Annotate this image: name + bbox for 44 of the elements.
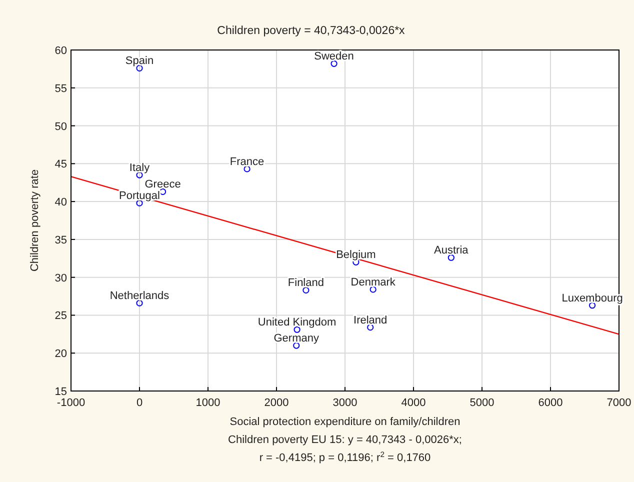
annotation: Italy — [129, 162, 150, 174]
text: r = -0,4195; p = 0,1196; r$^{2}$ = 0,1760 — [259, 450, 431, 464]
annotation: Ireland — [354, 314, 388, 326]
y-tick-label: 45 — [54, 158, 67, 171]
annotation: Greece — [144, 178, 181, 191]
point — [448, 254, 454, 261]
annotation: Sweden — [314, 50, 354, 63]
x-tick-label: 6000 — [538, 397, 563, 409]
text: Children poverty EU 15: y = 40,7343 - 0,0026*x; — [228, 434, 462, 446]
y-tick-label: 30 — [54, 272, 67, 284]
x-tick-label: 7000 — [606, 397, 632, 409]
y-axis-title: Children poverty rate — [29, 169, 41, 272]
annotation: Austria — [434, 244, 470, 257]
point — [159, 188, 166, 196]
point — [330, 60, 338, 67]
x-tick-label: 0 — [136, 397, 143, 409]
x-tick-label: 4000 — [401, 397, 426, 409]
x-axis-title: Social protection expenditure on family/children — [230, 416, 460, 428]
x-tick-label: 1000 — [196, 397, 220, 409]
y-tick-label: 50 — [54, 120, 67, 133]
annotation: Finland — [288, 277, 324, 290]
annotation: Germany — [274, 332, 320, 345]
annotation: United Kingdom — [258, 316, 336, 329]
y-tick-label: 40 — [54, 196, 67, 209]
y-tick-label: 35 — [54, 234, 67, 246]
annotation: France — [230, 156, 264, 168]
y-tick-label: 25 — [54, 310, 67, 322]
annotation: Spain — [125, 55, 154, 68]
point — [136, 300, 143, 306]
point — [370, 286, 376, 293]
x-tick-label: -1000 — [56, 397, 86, 409]
y-tick-label: 15 — [54, 386, 67, 398]
x-tick-label: 5000 — [470, 397, 494, 409]
annotation: Denmark — [350, 276, 396, 288]
y-tick-label: 55 — [54, 82, 67, 95]
point — [367, 324, 374, 331]
point — [302, 286, 310, 294]
x-tick-label: 3000 — [332, 397, 358, 409]
point — [244, 166, 250, 172]
annotation: Netherlands — [110, 290, 170, 302]
chart-title: Children poverty = 40,7343-0,0026*x — [217, 25, 406, 37]
y-tick-label: 60 — [54, 45, 67, 57]
x-tick-label: 2000 — [264, 397, 289, 409]
y-tick-label: 20 — [54, 348, 67, 360]
